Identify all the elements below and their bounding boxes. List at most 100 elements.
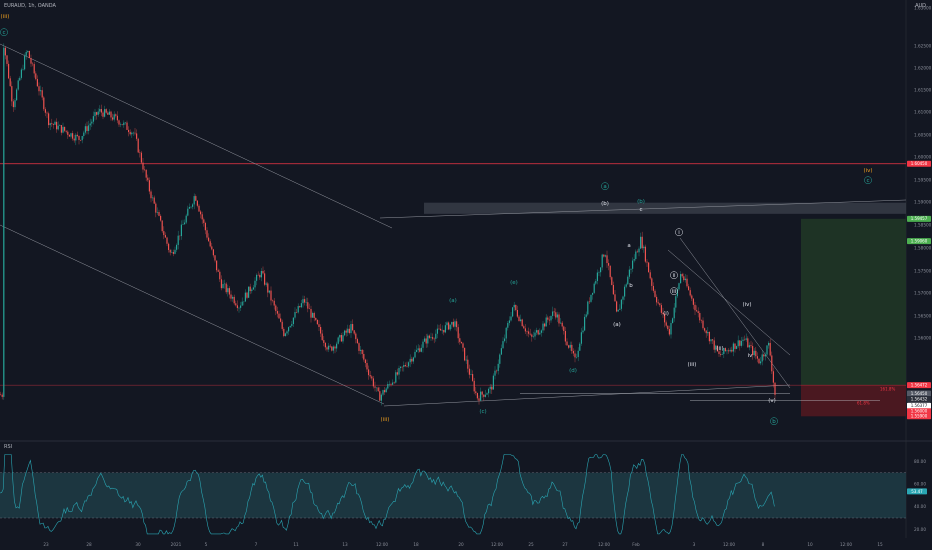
candle-body xyxy=(611,277,613,285)
candle-body xyxy=(678,283,680,290)
candle-body xyxy=(116,115,118,121)
candle-body xyxy=(236,305,238,309)
candle-body xyxy=(729,349,731,352)
candle-body xyxy=(384,390,386,393)
price-tick-label: 1.62000 xyxy=(914,66,932,71)
candle-body xyxy=(305,302,307,303)
candle-body xyxy=(689,290,691,296)
candle-body xyxy=(755,350,757,357)
fib-label: 61.8% xyxy=(857,401,870,406)
candle-body xyxy=(638,248,640,253)
candle-body xyxy=(542,323,544,331)
candle-body xyxy=(470,374,472,375)
rsi-tick-label: 20.00 xyxy=(914,527,926,532)
candle-body xyxy=(412,357,414,362)
candle-body xyxy=(772,371,774,383)
candle-body xyxy=(668,329,670,335)
candle-body xyxy=(526,331,528,332)
candle-body xyxy=(379,391,381,401)
rsi-last-tag xyxy=(907,488,927,495)
candle-body xyxy=(284,333,286,337)
candle-body xyxy=(355,333,357,340)
candle-body xyxy=(73,138,75,141)
candle-body xyxy=(107,112,109,115)
candle-body xyxy=(408,362,410,367)
candle-body xyxy=(92,116,94,122)
wave-label: (ii) xyxy=(716,346,723,352)
trend-lines: 61.8% 161.8% xyxy=(0,43,907,407)
candle-body xyxy=(171,252,173,253)
candle-body xyxy=(497,363,499,371)
candle-body xyxy=(224,283,226,285)
candle-body xyxy=(705,330,707,334)
candle-body xyxy=(739,340,741,346)
candle-body xyxy=(238,307,240,309)
candle-body xyxy=(585,314,587,317)
candle-body xyxy=(670,323,672,335)
candle-body xyxy=(268,290,270,293)
candle-body xyxy=(80,139,82,141)
candle-body xyxy=(454,321,456,327)
candle-body xyxy=(187,208,189,216)
candle-body xyxy=(625,284,627,287)
candle-body xyxy=(54,121,56,125)
candle-body xyxy=(456,321,458,328)
candle-body xyxy=(614,294,616,302)
candle-body xyxy=(656,296,658,303)
time-tick-label: 13 xyxy=(342,542,348,547)
currency-label: AUD xyxy=(915,3,926,9)
candle-body xyxy=(326,347,328,350)
wave-label: c xyxy=(639,207,642,213)
candle-body xyxy=(352,324,354,331)
candle-body xyxy=(726,350,728,352)
candle-body xyxy=(76,134,78,136)
candle-body xyxy=(435,333,437,339)
candle-body xyxy=(507,322,509,328)
candle-body xyxy=(478,398,480,401)
candle-body xyxy=(420,347,422,352)
candle-body xyxy=(57,125,59,130)
price-tick-label: 1.56500 xyxy=(914,314,932,319)
candle-body xyxy=(452,321,454,327)
time-tick-label: 28 xyxy=(86,542,92,547)
candle-body xyxy=(361,349,363,354)
candle-body xyxy=(315,317,317,320)
candle-body xyxy=(691,295,693,299)
symbol-label[interactable]: EURAUD, 1h, OANDA xyxy=(4,3,56,9)
candle-body xyxy=(649,272,651,279)
trend-line xyxy=(0,224,385,405)
candle-body xyxy=(545,317,547,327)
candle-body xyxy=(124,122,126,124)
price-tick-label: 1.63000 xyxy=(914,6,932,11)
candle-body xyxy=(182,224,184,225)
candle-body xyxy=(539,332,541,335)
candle-body xyxy=(457,327,459,339)
candle-body xyxy=(760,361,762,364)
candle-body xyxy=(424,338,426,342)
candle-body xyxy=(337,337,339,344)
price-tick-label: 1.57500 xyxy=(914,269,932,274)
candle-body xyxy=(369,375,371,377)
candle-body xyxy=(459,338,461,342)
candle-body xyxy=(665,322,667,326)
candle-body xyxy=(396,372,398,375)
candle-body xyxy=(328,345,330,350)
candle-body xyxy=(307,302,309,309)
candle-body xyxy=(700,320,702,321)
candle-body xyxy=(3,47,5,397)
candle-body xyxy=(97,111,99,115)
candle-body xyxy=(123,122,125,126)
candle-body xyxy=(132,132,134,134)
time-tick-label: 12:00 xyxy=(491,542,503,547)
candle-body xyxy=(201,214,203,220)
candle-body xyxy=(260,270,262,278)
candle-body xyxy=(52,123,54,125)
wave-label: (c) xyxy=(479,409,486,415)
wave-label: b xyxy=(629,283,633,289)
candle-body xyxy=(180,224,182,237)
candle-body xyxy=(28,50,30,59)
candle-body xyxy=(60,125,62,133)
candle-body xyxy=(723,348,725,354)
time-tick-label: 15 xyxy=(877,542,883,547)
